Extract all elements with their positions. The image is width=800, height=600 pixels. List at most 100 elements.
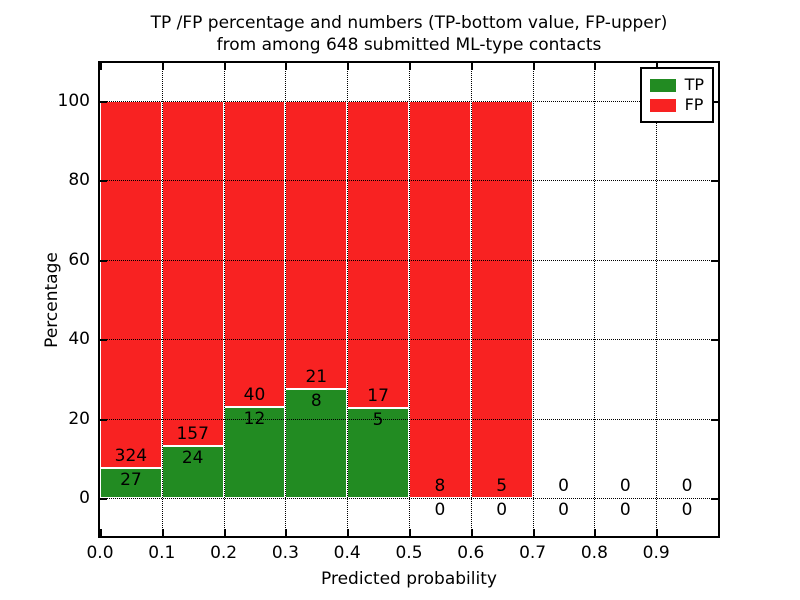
tp-count-label: 0 (496, 500, 508, 521)
y-tick-mark (100, 180, 107, 183)
fp-bar (161, 100, 224, 446)
gridline-vertical (409, 63, 410, 536)
gridline-vertical (656, 63, 658, 536)
x-tick-mark (470, 529, 473, 536)
gridline-vertical (594, 63, 596, 536)
tp-count-label: 0 (619, 500, 631, 521)
fp-bar (223, 100, 286, 407)
tp-count-label: 8 (310, 390, 322, 411)
fp-legend-swatch (649, 98, 676, 112)
x-tick-label: 0.0 (86, 543, 114, 563)
fp-count-label: 40 (243, 384, 266, 405)
y-tick-mark (711, 418, 718, 421)
x-tick-label: 0.5 (395, 543, 423, 563)
fp-legend-label: FP (684, 95, 704, 114)
gridline-vertical (223, 63, 225, 536)
x-tick-mark (594, 63, 597, 70)
x-tick-mark (223, 529, 226, 536)
x-tick-label: 0.1 (148, 543, 176, 563)
y-tick-mark (100, 339, 107, 342)
x-tick-mark (532, 63, 535, 70)
y-tick-mark (711, 259, 718, 262)
x-tick-mark (409, 63, 411, 70)
x-axis-label: Predicted probability (321, 569, 497, 589)
y-tick-label: 0 (79, 488, 90, 509)
fp-count-label: 0 (558, 476, 569, 497)
gridline-vertical (285, 63, 287, 536)
fp-count-label: 324 (114, 445, 148, 466)
tp-count-label: 0 (434, 500, 446, 521)
tp-legend-label: TP (684, 75, 704, 94)
y-tick-mark (711, 180, 718, 183)
x-tick-label: 0.8 (580, 543, 608, 563)
x-tick-mark (409, 529, 411, 536)
fp-bar (409, 100, 471, 499)
gridline-vertical (470, 63, 472, 536)
tp-count-label: 27 (120, 469, 142, 490)
tp-bar (100, 467, 162, 499)
x-tick-mark (285, 529, 288, 536)
y-tick-mark (100, 498, 107, 501)
y-tick-label: 20 (68, 408, 90, 429)
fp-count-label: 17 (367, 385, 389, 406)
fp-count-label: 157 (176, 423, 209, 444)
fp-bar (100, 100, 162, 468)
legend-item-fp: FP (649, 95, 704, 115)
x-tick-label: 0.2 (210, 543, 238, 563)
x-tick-mark (285, 63, 288, 70)
x-tick-mark (656, 63, 659, 70)
tp-count-label: 0 (681, 500, 693, 521)
y-tick-mark (711, 100, 718, 103)
x-tick-mark (161, 529, 164, 536)
y-tick-label: 40 (68, 329, 90, 350)
fp-bar (470, 100, 533, 499)
chart-title-line1: TP /FP percentage and numbers (TP-bottom… (150, 13, 668, 33)
y-tick-label: 100 (57, 90, 90, 111)
gridline-vertical (161, 63, 163, 536)
fp-count-label: 0 (619, 476, 631, 497)
x-tick-label: 0.9 (642, 543, 670, 563)
y-tick-mark (100, 418, 107, 421)
y-tick-mark (711, 498, 718, 501)
x-tick-mark (594, 529, 597, 536)
y-tick-mark (100, 100, 107, 103)
gridline-vertical (532, 63, 534, 536)
fp-bar (285, 100, 348, 389)
tp-count-label: 24 (181, 447, 204, 468)
fp-count-label: 5 (496, 476, 508, 497)
x-tick-mark (532, 529, 535, 536)
tp-bar (223, 406, 286, 499)
tp-count-label: 12 (243, 408, 266, 429)
x-tick-mark (656, 529, 659, 536)
x-tick-mark (347, 63, 350, 70)
tp-count-label: 5 (372, 409, 384, 430)
chart-title-line2: from among 648 submitted ML-type contact… (216, 35, 602, 55)
y-tick-label: 80 (68, 170, 90, 191)
x-tick-label: 0.7 (519, 543, 547, 563)
x-tick-label: 0.3 (271, 543, 299, 563)
y-tick-mark (100, 259, 107, 262)
y-tick-mark (711, 339, 718, 342)
tp-legend-swatch (649, 78, 676, 92)
x-tick-label: 0.4 (333, 543, 361, 563)
x-tick-mark (470, 63, 473, 70)
legend-item-tp: TP (649, 75, 704, 95)
tp-bar (285, 388, 348, 499)
x-tick-label: 0.6 (457, 543, 485, 563)
plot-area: TP FP 324 27 157 24 40 12 21 8 17 5 8 0 5 0 0 0 0 0 0 0 (98, 61, 720, 538)
legend: TP FP (639, 67, 714, 123)
fp-count-label: 8 (434, 476, 446, 497)
tp-bar (161, 445, 224, 499)
tp-count-label: 0 (558, 500, 569, 521)
x-tick-mark (100, 63, 102, 70)
chart-title: TP /FP percentage and numbers (TP-bottom… (98, 12, 720, 56)
x-tick-mark (100, 529, 102, 536)
gridline-vertical (347, 63, 349, 536)
x-tick-mark (223, 63, 226, 70)
x-tick-mark (161, 63, 164, 70)
fp-bar (347, 100, 409, 408)
y-tick-label: 60 (68, 249, 90, 270)
fp-count-label: 0 (681, 476, 693, 497)
fp-count-label: 21 (305, 366, 328, 387)
